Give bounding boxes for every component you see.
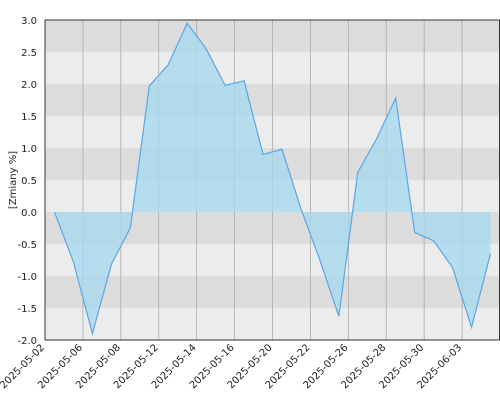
y-tick-label: 1.0 <box>21 144 37 155</box>
y-axis-label: [Zmiany %] <box>8 151 19 209</box>
y-tick-label: 3.0 <box>21 16 37 27</box>
y-tick-label: -0.5 <box>17 240 37 251</box>
line <box>53 22 492 336</box>
area <box>54 23 491 334</box>
y-tick-label: 0.5 <box>21 176 37 187</box>
plot <box>53 22 492 336</box>
y-tick-label: 0.0 <box>21 208 37 219</box>
y-tick-label: 2.0 <box>21 80 37 91</box>
y-tick-label: 1.5 <box>21 112 37 123</box>
y-tick-label: -1.0 <box>17 272 37 283</box>
y-tick-label: -1.5 <box>17 304 37 315</box>
y-tick-label: 2.5 <box>21 48 37 59</box>
y-tick-label: -2.0 <box>17 336 37 347</box>
